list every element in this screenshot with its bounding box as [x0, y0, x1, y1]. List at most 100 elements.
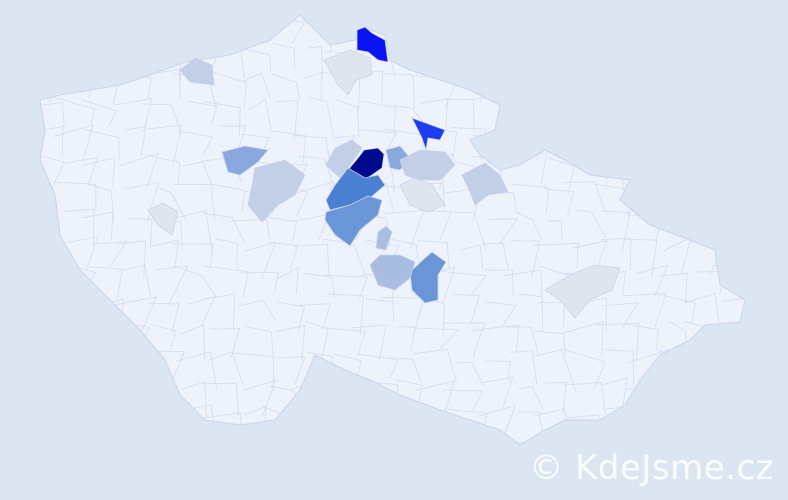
municipality-border — [544, 69, 569, 104]
region-center-wide[interactable] — [399, 149, 456, 181]
municipality-border — [58, 45, 92, 75]
municipality-border — [486, 360, 511, 380]
municipality-border — [478, 405, 516, 436]
municipality-border — [245, 241, 277, 279]
municipality-border — [65, 358, 95, 380]
region-center-light[interactable] — [325, 139, 363, 179]
region-south-mid[interactable] — [409, 251, 447, 304]
municipality-border — [725, 100, 745, 129]
municipality-border — [64, 208, 95, 248]
municipality-border — [126, 411, 153, 439]
municipality-border — [601, 237, 632, 270]
municipality-border — [748, 153, 780, 192]
municipality-border — [231, 219, 271, 239]
municipality-border — [622, 152, 663, 191]
municipality-border — [534, 349, 576, 392]
municipality-border — [629, 15, 657, 47]
municipality-border — [684, 76, 722, 106]
municipality-border — [457, 42, 479, 70]
municipality-border — [601, 302, 640, 328]
municipality-border — [60, 442, 92, 445]
municipality-border — [40, 102, 65, 127]
municipality-border — [207, 351, 244, 385]
municipality-border — [424, 15, 452, 47]
municipality-border — [543, 188, 575, 217]
municipality-border — [713, 160, 745, 188]
municipality-border — [751, 351, 778, 378]
municipality-border — [600, 377, 628, 418]
region-center-south[interactable] — [324, 195, 383, 247]
municipality-border — [40, 219, 56, 246]
region-east-mid[interactable] — [461, 162, 509, 206]
municipality-border — [445, 98, 475, 132]
municipality-border — [40, 186, 53, 218]
municipality-border — [507, 43, 545, 78]
municipality-border — [452, 293, 480, 326]
municipality-border — [120, 152, 160, 189]
municipality-border — [299, 155, 336, 190]
municipality-border — [40, 382, 64, 410]
municipality-border — [758, 416, 776, 446]
municipality-border — [572, 24, 596, 42]
municipality-border — [209, 328, 241, 358]
municipality-border — [148, 124, 183, 167]
municipality-border — [175, 351, 218, 390]
region-center-pale[interactable] — [399, 177, 446, 213]
municipality-border — [754, 18, 776, 53]
region-north-east[interactable] — [411, 117, 446, 151]
municipality-border — [546, 53, 574, 75]
municipality-border — [113, 296, 158, 334]
municipality-border — [173, 243, 214, 269]
municipality-border — [83, 128, 120, 161]
municipality-border — [323, 442, 354, 445]
municipality-border — [92, 377, 128, 413]
municipality-border — [443, 322, 486, 358]
municipality-border — [387, 408, 419, 435]
region-center-mid[interactable] — [325, 167, 386, 211]
region-north-pale[interactable] — [323, 49, 373, 96]
municipality-border — [689, 182, 727, 218]
region-south-left[interactable] — [369, 254, 416, 291]
municipality-border — [626, 131, 662, 154]
municipality-border — [658, 106, 698, 126]
municipality-border — [725, 410, 745, 443]
region-east-pale[interactable] — [544, 264, 621, 319]
region-small-south[interactable] — [375, 225, 393, 251]
region-west-pale[interactable] — [147, 202, 179, 236]
municipality-border — [147, 302, 180, 335]
municipality-border — [52, 328, 98, 354]
region-west-cluster[interactable] — [247, 159, 306, 223]
municipality-border — [574, 209, 606, 238]
municipality-border — [292, 433, 332, 445]
municipality-border — [623, 238, 658, 278]
municipality-border — [277, 267, 299, 295]
municipality-border — [621, 406, 661, 435]
municipality-border — [272, 73, 301, 100]
municipality-border — [681, 349, 716, 384]
region-west-mid[interactable] — [221, 145, 269, 176]
municipality-border — [515, 211, 542, 239]
municipality-border — [621, 293, 667, 328]
municipality-border — [275, 325, 306, 361]
municipality-border — [510, 350, 538, 385]
municipality-border — [40, 15, 58, 49]
region-north-top[interactable] — [356, 26, 389, 63]
municipality-border — [212, 439, 242, 445]
municipality-border — [510, 240, 541, 278]
municipality-border — [177, 130, 214, 156]
municipality-border — [323, 238, 366, 275]
municipality-border — [67, 236, 99, 270]
municipality-border — [512, 183, 550, 214]
municipality-border — [293, 243, 330, 277]
region-north-west[interactable] — [179, 57, 215, 86]
municipality-border — [388, 238, 420, 267]
municipality-border — [40, 154, 65, 194]
municipality-border — [742, 208, 745, 249]
municipality-border — [653, 292, 696, 325]
municipality-border — [40, 353, 64, 383]
municipality-border — [393, 104, 428, 127]
municipality-border — [712, 69, 745, 101]
municipality-border — [40, 236, 68, 270]
municipality-border — [293, 303, 331, 326]
municipality-border — [485, 301, 517, 328]
